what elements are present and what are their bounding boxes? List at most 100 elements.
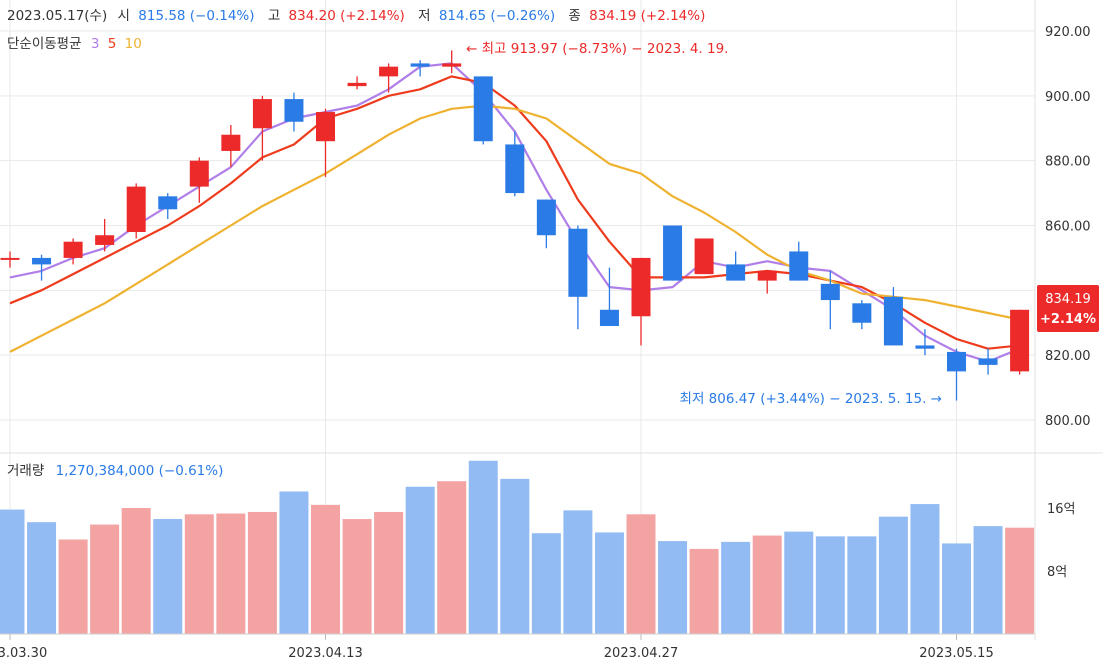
- volume-bar: [752, 535, 782, 634]
- candle-body: [978, 358, 998, 365]
- candle-body: [221, 134, 241, 151]
- candle: [820, 270, 840, 330]
- ma-5-line: [9, 75, 1020, 350]
- candle: [694, 238, 714, 275]
- candle-body: [473, 76, 493, 142]
- candle: [1010, 309, 1030, 375]
- last-price-tag: 834.19 +2.14%: [1037, 285, 1099, 332]
- candle-body: [189, 160, 209, 187]
- candle-body: [126, 186, 146, 232]
- price-y-axis: 920.00900.00880.00860.00840.00820.00800.…: [1045, 25, 1091, 429]
- close-value: 834.19 (+2.14%): [589, 8, 705, 24]
- candle: [347, 76, 367, 90]
- date-tick-label: 2023.04.27: [604, 646, 678, 661]
- volume-y-axis: 16억 8억: [1047, 502, 1076, 580]
- price-tick-label: 900.00: [1045, 90, 1091, 105]
- candle-body: [1010, 309, 1030, 372]
- candle-body: [63, 241, 83, 258]
- date-tick-label: 2023.03.30: [0, 646, 47, 661]
- candle-body: [883, 296, 903, 346]
- date-tick-label: 2023.05.15: [919, 646, 993, 661]
- candle: [442, 50, 462, 74]
- candle: [915, 329, 935, 356]
- volume-bar: [784, 531, 814, 634]
- volume-bar: [563, 510, 593, 634]
- volume-bar: [216, 513, 246, 634]
- last-price-tag-bg: [1037, 285, 1099, 332]
- volume-bar: [121, 508, 151, 634]
- candle: [631, 257, 651, 346]
- candle: [883, 287, 903, 346]
- date-tick-label: 2023.04.13: [288, 646, 362, 661]
- volume-bar: [910, 504, 940, 634]
- volume-bar: [878, 516, 908, 634]
- price-tick-label: 860.00: [1045, 220, 1091, 235]
- low-annotation: 최저 806.47 (+3.44%) − 2023. 5. 15. →: [680, 391, 942, 407]
- volume-bar: [973, 526, 1003, 634]
- candle: [789, 241, 809, 281]
- volume-bar: [500, 478, 530, 634]
- candle: [0, 251, 20, 268]
- candle-body: [568, 228, 588, 297]
- candle: [568, 225, 588, 330]
- candle: [536, 199, 556, 249]
- volume-bar: [0, 509, 25, 634]
- ma-legend: 단순이동평균 3 5 10: [7, 36, 142, 52]
- volume-bar: [531, 533, 561, 634]
- candle-body: [32, 257, 52, 265]
- volume-bar: [468, 460, 498, 634]
- volume-bar: [90, 524, 120, 634]
- candle-body: [284, 99, 304, 122]
- high-value: 834.20 (+2.14%): [289, 8, 405, 24]
- candle-body: [379, 66, 399, 77]
- last-price-value: 834.19: [1045, 292, 1091, 307]
- open-label: 시: [118, 8, 130, 24]
- volume-bar: [847, 536, 877, 634]
- volume-bar: [689, 548, 719, 634]
- low-value: 814.65 (−0.26%): [439, 8, 555, 24]
- candle: [726, 251, 746, 281]
- candle-body: [442, 63, 462, 67]
- volume-bar: [27, 522, 57, 634]
- candle-body: [852, 303, 872, 323]
- candle: [126, 183, 146, 239]
- price-tick-label: 920.00: [1045, 25, 1091, 40]
- candle: [63, 238, 83, 265]
- candle-body: [789, 251, 809, 281]
- candlesticks: [0, 50, 1030, 401]
- volume-bar: [279, 491, 309, 634]
- date-x-axis: 2023.03.30 2023.04.13 2023.04.27 2023.05.15: [0, 634, 994, 661]
- candle-body: [757, 270, 777, 281]
- open-value: 815.58 (−0.14%): [138, 8, 254, 24]
- volume-bar: [815, 536, 845, 634]
- candle-body: [0, 257, 20, 260]
- volume-bar: [153, 519, 183, 634]
- volume-bar: [311, 504, 340, 634]
- candle-body: [726, 264, 746, 281]
- volume-bar: [626, 514, 656, 634]
- high-annotation: ← 최고 913.97 (−8.73%) − 2023. 4. 19.: [466, 41, 728, 57]
- volume-legend-value: 1,270,384,000 (−0.61%): [56, 463, 224, 479]
- candle-body: [252, 99, 272, 129]
- candle: [599, 267, 619, 326]
- price-tick-label: 880.00: [1045, 155, 1091, 170]
- ma-legend-5: 5: [108, 36, 117, 52]
- candle-body: [599, 309, 619, 326]
- volume-bar: [247, 511, 277, 634]
- candle: [947, 348, 966, 401]
- volume-bar: [658, 541, 688, 634]
- candle-body: [694, 238, 714, 275]
- volume-tick-label: 8억: [1047, 565, 1067, 580]
- candle: [158, 193, 178, 220]
- candle-body: [915, 345, 935, 349]
- volume-bars: [0, 460, 1035, 634]
- volume-bar: [342, 519, 372, 634]
- candle-body: [158, 196, 178, 210]
- candle: [410, 60, 430, 77]
- volume-tick-label: 16억: [1047, 502, 1076, 517]
- candle: [379, 63, 399, 93]
- volume-bar: [184, 514, 214, 634]
- candle: [663, 225, 683, 281]
- candle: [473, 76, 493, 145]
